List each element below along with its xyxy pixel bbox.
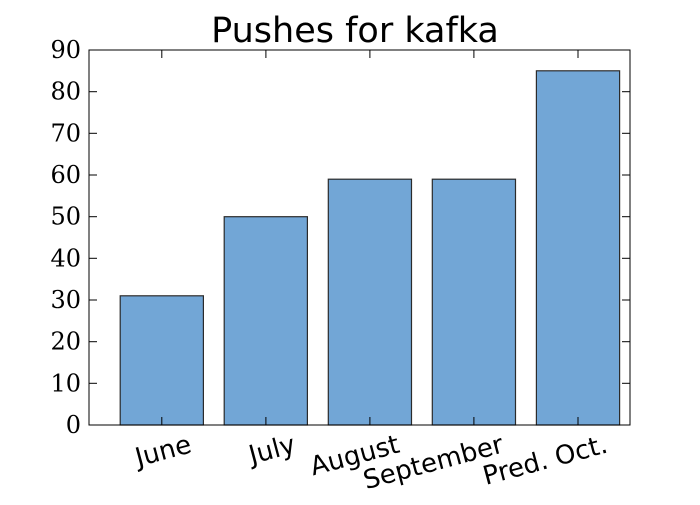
bar-september <box>431 178 517 426</box>
y-tick-label: 50 <box>50 203 81 231</box>
x-tick-label: July <box>244 430 299 472</box>
y-tick-label: 0 <box>66 411 81 439</box>
bar-june <box>119 295 204 426</box>
y-tick-label: 20 <box>50 328 81 356</box>
bar-august <box>327 178 413 426</box>
bar-pred-oct <box>535 70 621 426</box>
bars-group <box>119 70 621 426</box>
y-tick-label: 40 <box>50 244 81 272</box>
y-tick-label: 10 <box>50 369 81 397</box>
y-tick-label: 30 <box>50 286 81 314</box>
y-tick-label: 70 <box>50 119 81 147</box>
x-tick-label: June <box>130 430 194 474</box>
bar-july <box>223 216 308 426</box>
y-axis: 0 10 20 30 40 50 60 70 80 90 <box>50 36 630 439</box>
chart-title: Pushes for kafka <box>211 11 499 51</box>
plot-frame <box>88 49 631 426</box>
y-tick-label: 80 <box>50 78 81 106</box>
y-tick-label: 60 <box>50 161 81 189</box>
y-tick-label: 90 <box>50 36 81 64</box>
